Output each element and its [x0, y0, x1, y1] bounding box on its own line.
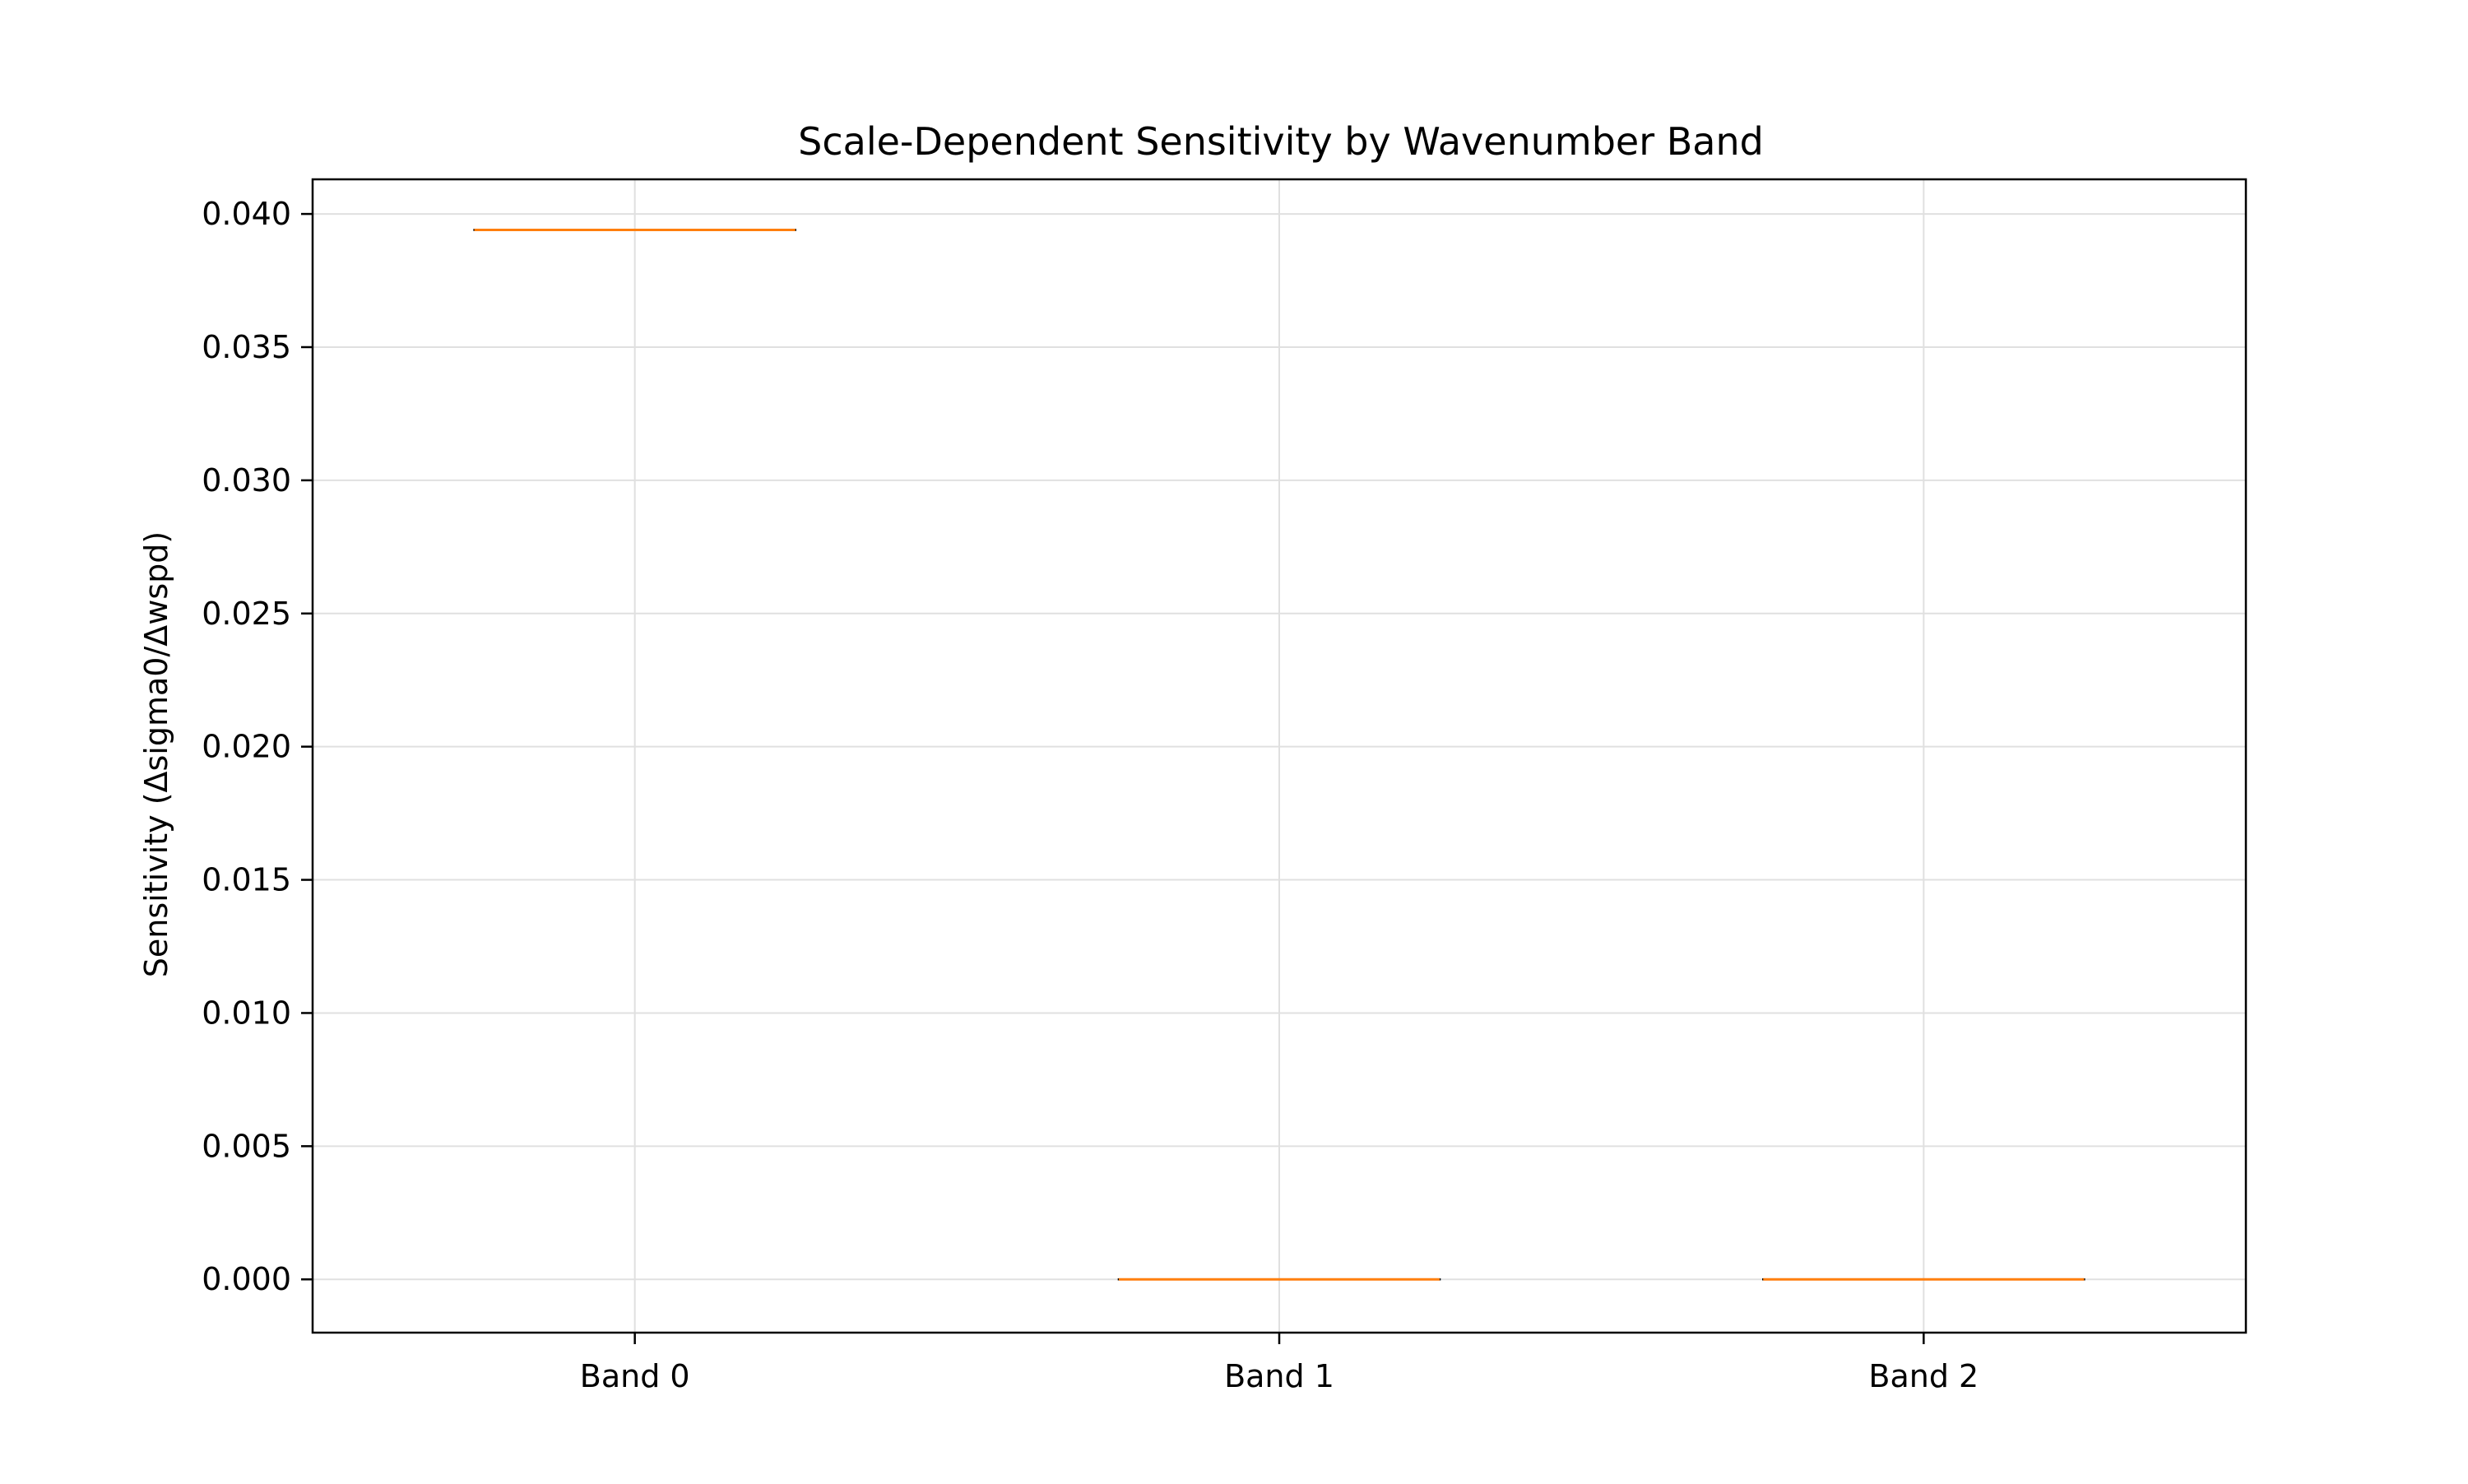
axis-ticks: 0.000 0.005 0.010 0.015 0.020 0.025 0.030 0.035…	[202, 196, 1979, 1394]
y-tick-label: 0.000	[202, 1261, 291, 1297]
y-tick-label: 0.030	[202, 462, 291, 499]
x-tick-label: Band 1	[1224, 1358, 1334, 1394]
y-tick-label: 0.015	[202, 862, 291, 898]
y-tick-label: 0.035	[202, 329, 291, 365]
x-tick-label: Band 0	[580, 1358, 690, 1394]
y-axis-label: Sensitivity (Δsigma0/Δwspd)	[138, 531, 174, 977]
chart-title: Scale-Dependent Sensitivity by Wavenumbe…	[798, 119, 1764, 164]
grid-lines	[313, 179, 2246, 1333]
y-tick-label: 0.025	[202, 596, 291, 632]
y-tick-label: 0.010	[202, 995, 291, 1031]
y-tick-label: 0.020	[202, 729, 291, 765]
y-tick-label: 0.040	[202, 196, 291, 232]
x-tick-label: Band 2	[1868, 1358, 1979, 1394]
y-tick-label: 0.005	[202, 1128, 291, 1164]
